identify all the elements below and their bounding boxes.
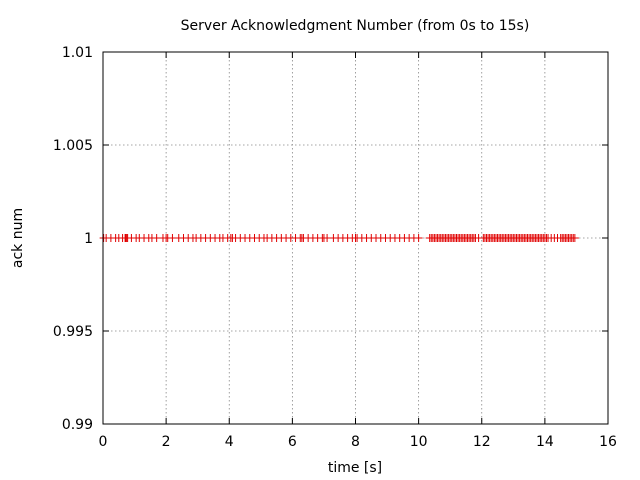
x-tick-label: 14 — [536, 434, 554, 450]
x-tick-label: 8 — [351, 434, 360, 450]
x-axis-label: time [s] — [328, 460, 382, 476]
x-axis-ticks: 0 2 4 6 8 10 12 14 16 — [99, 52, 617, 450]
x-tick-label: 4 — [225, 434, 234, 450]
plot-frame — [102, 51, 609, 425]
x-tick-label: 12 — [473, 434, 491, 450]
y-tick-label: 1.01 — [62, 45, 93, 61]
x-tick-label: 16 — [599, 434, 617, 450]
x-tick-label: 2 — [162, 434, 171, 450]
x-tick-label: 6 — [288, 434, 297, 450]
y-tick-label: 0.995 — [53, 324, 93, 340]
y-tick-label: 1 — [84, 231, 93, 247]
y-tick-label: 0.99 — [62, 417, 93, 433]
y-tick-label: 1.005 — [53, 138, 93, 154]
x-tick-label: 0 — [99, 434, 108, 450]
data-point — [570, 234, 579, 242]
y-axis-ticks: 0.99 0.995 1 1.005 1.01 — [53, 45, 608, 433]
x-tick-label: 10 — [410, 434, 428, 450]
chart-title: Server Acknowledgment Number (from 0s to… — [181, 18, 530, 34]
data-point — [414, 234, 423, 242]
y-axis-label: ack num — [10, 208, 26, 268]
data-series — [99, 234, 579, 242]
